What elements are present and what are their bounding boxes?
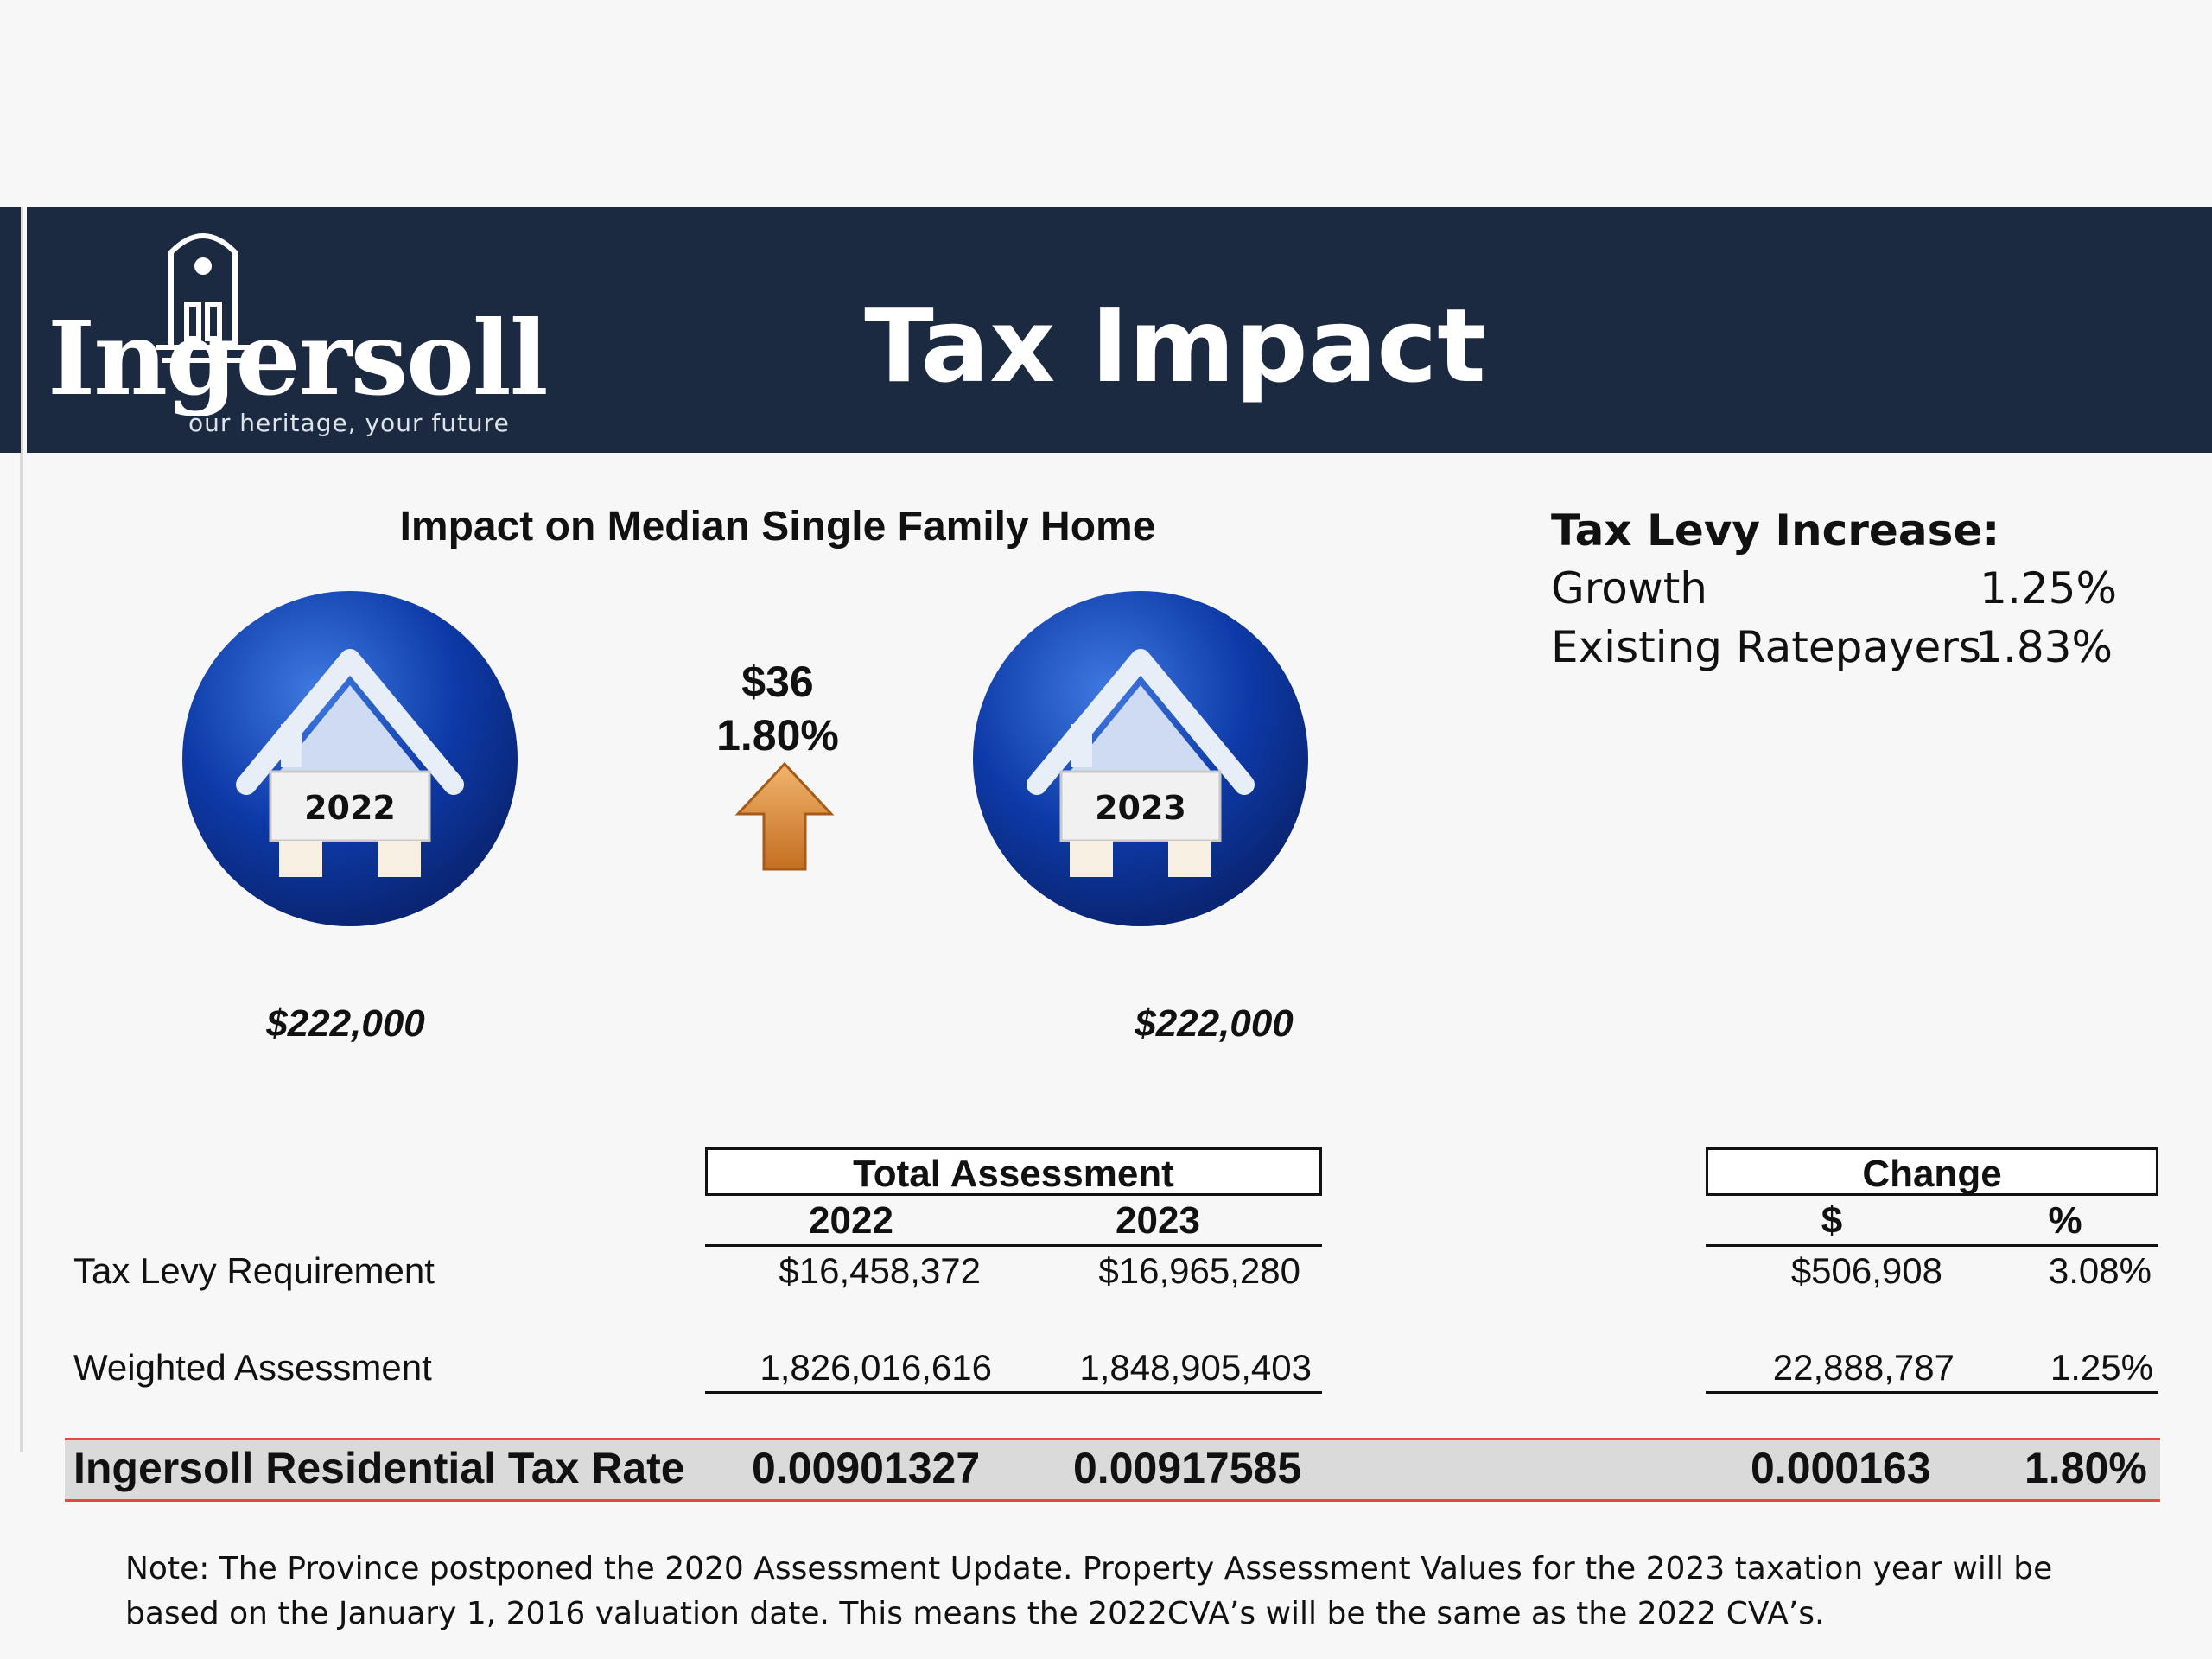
brand-logo-text: Ingersoll: [48, 298, 549, 418]
home-value-2022: $222,000: [266, 1002, 425, 1045]
tax-levy-2023: $16,965,280: [1098, 1250, 1300, 1291]
median-change-percent: 1.80%: [716, 711, 839, 760]
house-2023-year: 2023: [1095, 789, 1186, 827]
footnote-line-1: Note: The Province postponed the 2020 As…: [125, 1551, 2053, 1586]
weighted-assessment-2023: 1,848,905,403: [1079, 1347, 1312, 1388]
total-assessment-header: Total Assessment: [705, 1147, 1322, 1196]
footnote: Note: The Province postponed the 2020 As…: [125, 1547, 2113, 1637]
brand-tagline: our heritage, your future: [188, 409, 510, 437]
row-label-residential-rate: Ingersoll Residential Tax Rate: [73, 1444, 685, 1492]
header-underline-total: [705, 1244, 1322, 1247]
residential-rate-2022: 0.00901327: [752, 1444, 981, 1492]
levy-growth-value: 1.25%: [1980, 563, 2117, 613]
levy-existing-value: 1.83%: [1975, 622, 2113, 672]
residential-rate-2023: 0.00917585: [1073, 1444, 1302, 1492]
left-margin-rule: [20, 207, 23, 1452]
town-hall-tower-icon: [156, 233, 251, 363]
header-underline-change: [1706, 1244, 2158, 1247]
row-underline-change: [1706, 1391, 2158, 1394]
weighted-assessment-pct: 1.25%: [2050, 1347, 2153, 1388]
col-head-percent: %: [2048, 1199, 2082, 1242]
header-banner: [27, 207, 2212, 453]
residential-rate-pct: 1.80%: [2024, 1444, 2147, 1492]
col-head-2022: 2022: [809, 1199, 893, 1242]
row-label-tax-levy: Tax Levy Requirement: [73, 1250, 435, 1291]
change-header: Change: [1706, 1147, 2158, 1196]
weighted-assessment-2022: 1,826,016,616: [760, 1347, 992, 1388]
house-2023-icon: 2023: [968, 586, 1313, 931]
page-title: Tax Impact: [864, 286, 1486, 405]
levy-existing-label: Existing Ratepayers: [1551, 622, 1981, 672]
median-home-title: Impact on Median Single Family Home: [399, 504, 1156, 550]
house-2022-year: 2022: [304, 789, 396, 827]
footnote-line-2: based on the January 1, 2016 valuation d…: [125, 1596, 1825, 1631]
residential-rate-change: 0.000163: [1751, 1444, 1931, 1492]
tax-levy-2022: $16,458,372: [779, 1250, 981, 1291]
tax-levy-change: $506,908: [1790, 1250, 1942, 1291]
levy-growth-label: Growth: [1551, 563, 1707, 613]
median-change-amount: $36: [741, 658, 814, 706]
tax-levy-pct: 3.08%: [2048, 1250, 2152, 1291]
levy-increase-title: Tax Levy Increase:: [1551, 505, 2000, 556]
house-2022-icon: 2022: [177, 586, 523, 931]
col-head-dollar: $: [1821, 1199, 1843, 1242]
residential-rate-band: [65, 1438, 2160, 1502]
row-label-weighted-assessment: Weighted Assessment: [73, 1347, 432, 1388]
col-head-2023: 2023: [1116, 1199, 1200, 1242]
weighted-assessment-change: 22,888,787: [1772, 1347, 1955, 1388]
home-value-2023: $222,000: [1135, 1002, 1294, 1045]
row-underline-total: [705, 1391, 1322, 1394]
header-left-strip: [0, 207, 21, 453]
up-arrow-icon: [734, 761, 835, 871]
